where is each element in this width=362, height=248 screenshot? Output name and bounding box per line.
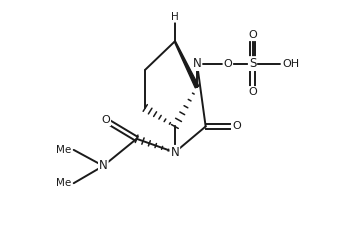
Text: N: N bbox=[193, 57, 201, 70]
Text: N: N bbox=[99, 159, 108, 172]
Text: O: O bbox=[233, 122, 241, 131]
Text: H: H bbox=[171, 12, 179, 22]
Text: O: O bbox=[101, 115, 110, 125]
Text: O: O bbox=[223, 59, 232, 69]
Text: N: N bbox=[171, 146, 179, 159]
Text: OH: OH bbox=[282, 59, 299, 69]
Text: O: O bbox=[248, 30, 257, 40]
Polygon shape bbox=[174, 41, 199, 88]
Text: Me: Me bbox=[56, 145, 71, 155]
Text: Me: Me bbox=[56, 178, 71, 188]
Text: O: O bbox=[248, 87, 257, 97]
Text: S: S bbox=[249, 57, 256, 70]
